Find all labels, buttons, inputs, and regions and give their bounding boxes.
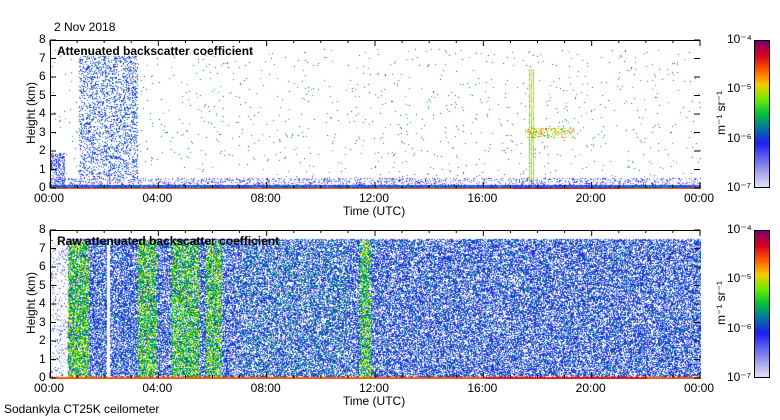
x-tick-label: 16:00 [467, 191, 498, 205]
y-tick-label: 5 [39, 277, 46, 292]
y-tick-label: 0 [39, 180, 46, 194]
colorbar-tick-label: 10⁻⁵ [727, 271, 752, 286]
colorbar-label: m⁻¹ sr⁻¹ [714, 281, 728, 325]
x-axis-label: Time (UTC) [343, 204, 406, 218]
y-tick-label: 2 [39, 333, 46, 347]
x-tick-label: 20:00 [575, 191, 606, 205]
colorbar-tick-label: 10⁻⁶ [727, 130, 752, 145]
y-tick-label: 4 [39, 106, 46, 120]
y-tick-label: 7 [39, 240, 46, 255]
colorbar-tick-label: 10⁻⁶ [727, 320, 752, 335]
x-tick-label: 04:00 [142, 191, 173, 205]
panel-title: Attenuated backscatter coefficient [57, 44, 254, 58]
y-axis-label: Height (km) [24, 272, 38, 335]
date-label: 2 Nov 2018 [54, 20, 116, 34]
x-tick-label: 12:00 [359, 381, 390, 395]
y-tick-label: 3 [39, 314, 46, 329]
y-tick-label: 6 [39, 69, 46, 83]
x-tick-label: 00:00 [684, 191, 715, 205]
x-tick-label: 12:00 [359, 191, 390, 205]
y-tick-label: 8 [39, 32, 46, 46]
colorbar-tick-label: 10⁻⁷ [727, 370, 752, 384]
x-axis-label: Time (UTC) [343, 394, 406, 408]
x-tick-label: 00:00 [34, 191, 65, 205]
y-tick-label: 6 [39, 259, 46, 273]
x-tick-label: 04:00 [142, 381, 173, 395]
panel-title: Raw attenuated backscatter coefficient [57, 234, 280, 248]
colorbar-tick-label: 10⁻⁴ [727, 32, 752, 46]
x-tick-label: 16:00 [467, 381, 498, 395]
colorbar [754, 40, 770, 188]
y-tick-label: 5 [39, 87, 46, 102]
x-tick-label: 00:00 [684, 381, 715, 395]
x-tick-label: 00:00 [34, 381, 65, 395]
heatmap-canvas [51, 231, 701, 379]
heatmap-panel-2: Raw attenuated backscatter coefficient [50, 230, 701, 379]
colorbar [754, 230, 770, 378]
x-tick-label: 08:00 [250, 381, 281, 395]
x-tick-label: 20:00 [575, 381, 606, 395]
colorbar-tick-label: 10⁻⁷ [727, 180, 752, 194]
y-tick-label: 4 [39, 296, 46, 310]
colorbar-tick-label: 10⁻⁴ [727, 222, 752, 236]
y-tick-label: 3 [39, 124, 46, 139]
y-tick-label: 2 [39, 143, 46, 157]
y-axis-label: Height (km) [24, 82, 38, 145]
y-tick-label: 1 [39, 161, 46, 176]
x-tick-label: 08:00 [250, 191, 281, 205]
instrument-label: Sodankyla CT25K ceilometer [4, 402, 160, 416]
colorbar-tick-label: 10⁻⁵ [727, 81, 752, 96]
heatmap-canvas [51, 41, 701, 189]
y-tick-label: 0 [39, 370, 46, 384]
y-tick-label: 8 [39, 222, 46, 236]
y-tick-label: 7 [39, 50, 46, 65]
y-tick-label: 1 [39, 351, 46, 366]
heatmap-panel-1: Attenuated backscatter coefficient [50, 40, 701, 189]
colorbar-label: m⁻¹ sr⁻¹ [714, 91, 728, 135]
